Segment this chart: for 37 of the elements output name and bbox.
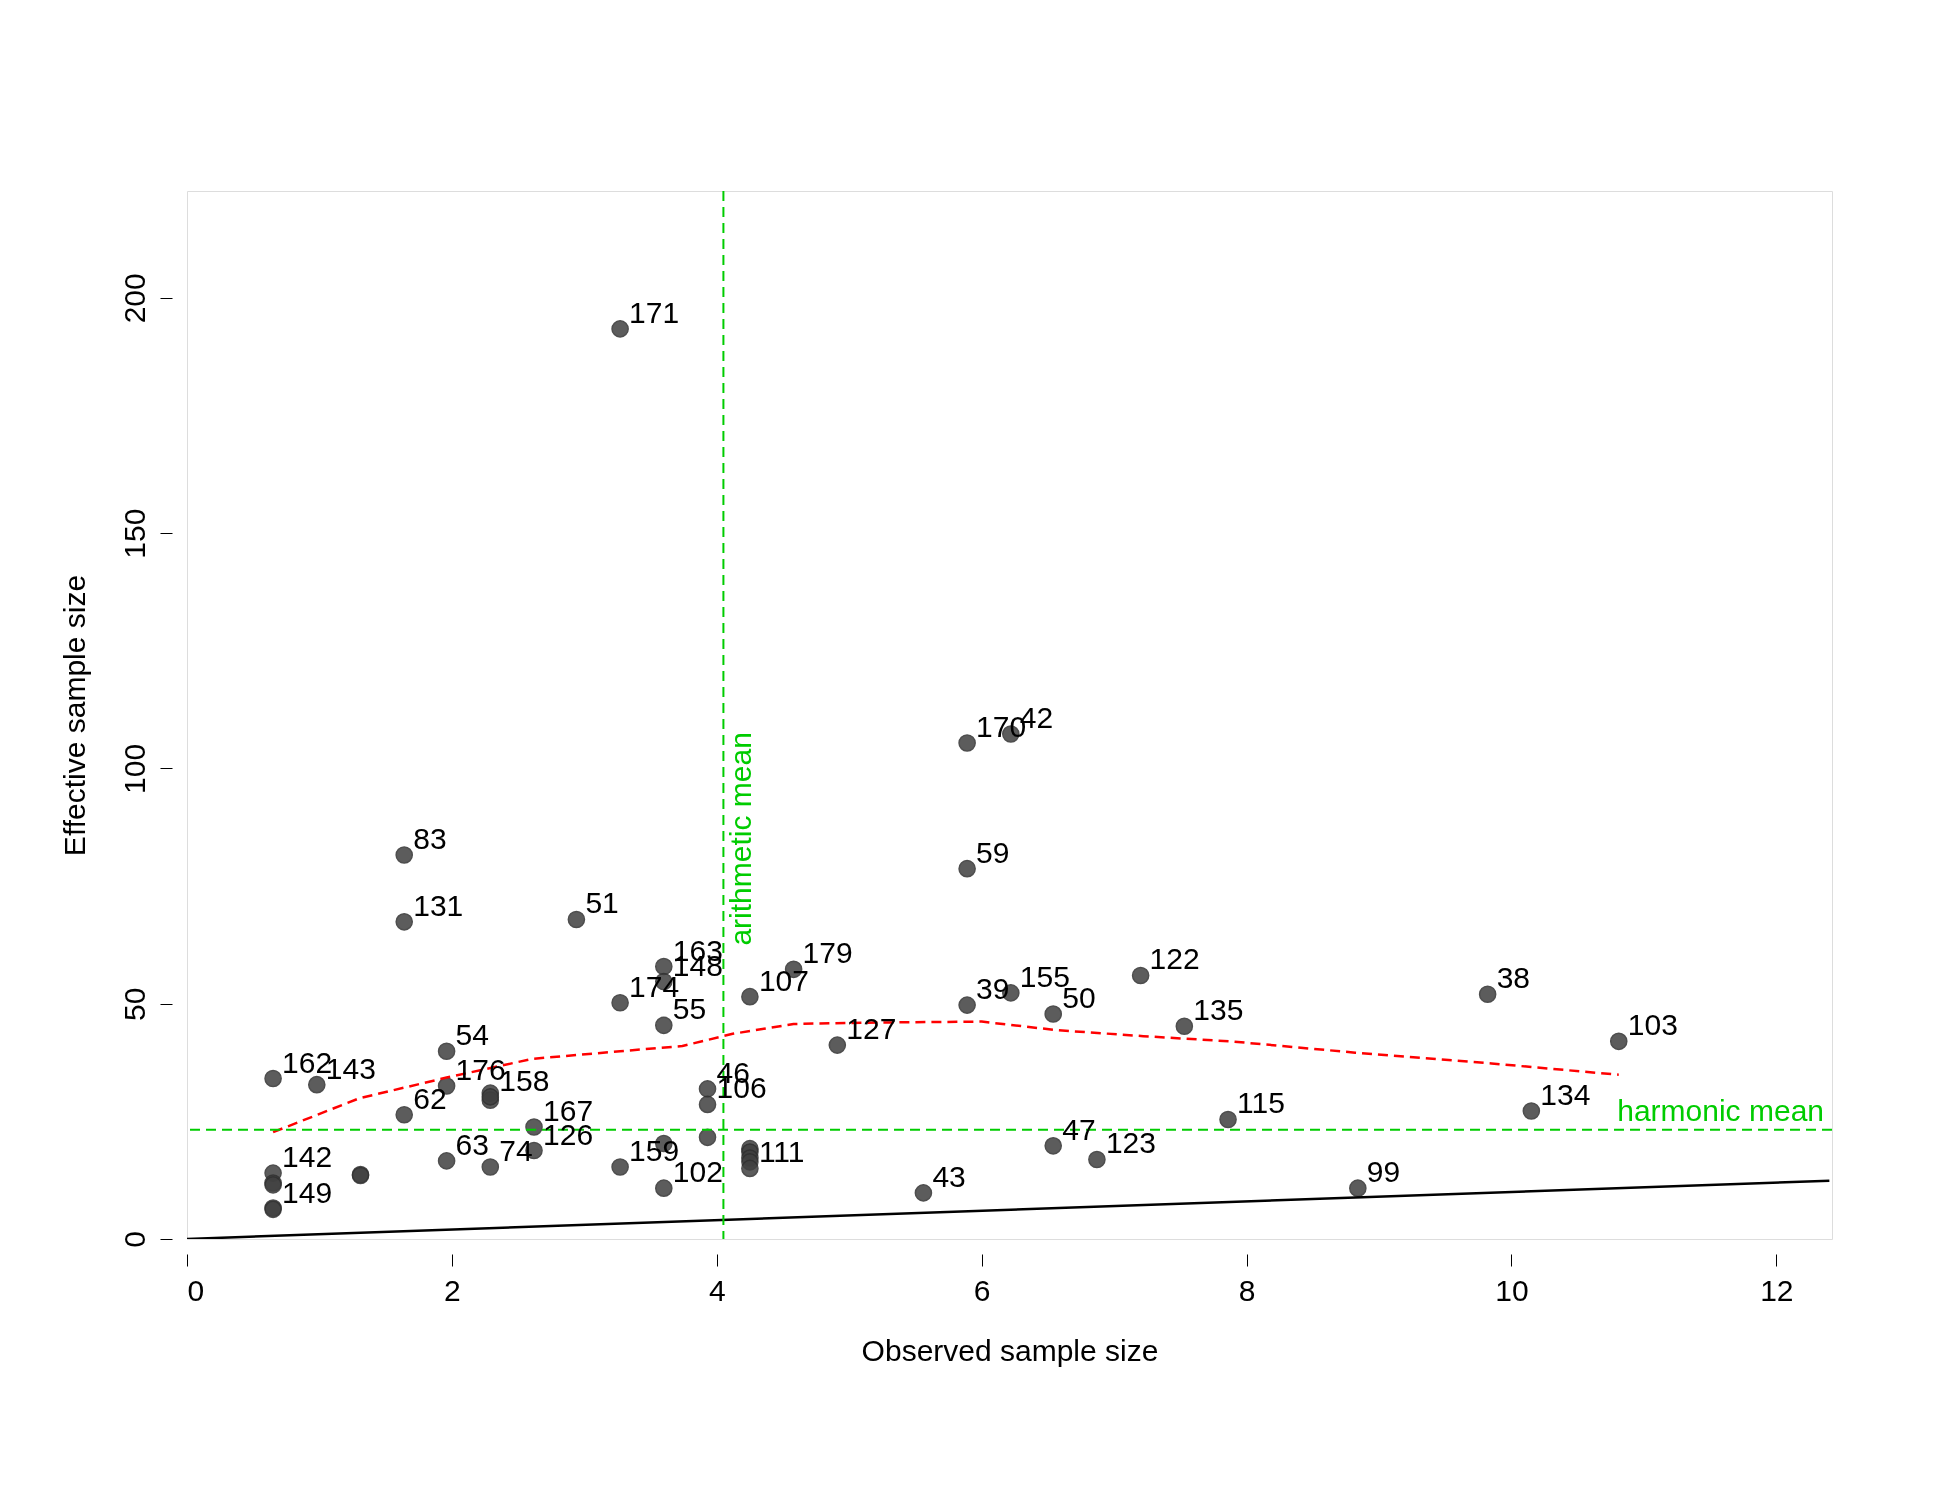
y-tick-label: 0 [117, 1231, 151, 1248]
annotation: 123 [1105, 1126, 1156, 1160]
annotation: 39 [976, 972, 1010, 1006]
annotation: 38 [1496, 961, 1531, 995]
x-tick-label: 8 [1238, 1273, 1256, 1307]
y-tick-label: 150 [117, 508, 151, 559]
annotation: 149 [282, 1176, 333, 1210]
annotation: 111 [758, 1135, 805, 1169]
annotation: 103 [1627, 1008, 1678, 1042]
x-tick-label: 10 [1495, 1273, 1529, 1307]
y-tick-label: 100 [117, 743, 151, 794]
annotation: 59 [976, 835, 1010, 869]
annotation: 43 [932, 1159, 966, 1193]
annotation: 122 [1149, 942, 1200, 976]
y-tick-label: 200 [117, 273, 151, 324]
x-tick-label: 12 [1760, 1273, 1794, 1307]
y-tick-label: 50 [117, 987, 151, 1021]
annotation: 171 [629, 295, 680, 329]
y-axis-title: Effective sample size [57, 574, 91, 857]
annotation: 83 [413, 822, 447, 855]
x-tick-label: 6 [973, 1273, 991, 1307]
annotation: 62 [413, 1081, 447, 1115]
annotation: 134 [1540, 1078, 1591, 1111]
ref-line-label: arithmetic mean [724, 732, 758, 946]
x-tick-label: 2 [444, 1273, 461, 1307]
annotation: 63 [455, 1127, 489, 1161]
annotation: 54 [455, 1018, 489, 1052]
x-tick-label: 0 [187, 1273, 205, 1307]
annotation: 51 [585, 886, 619, 920]
x-tick-label: 4 [708, 1273, 726, 1307]
annotation: 115 [1237, 1086, 1285, 1120]
annotation: 142 [282, 1140, 333, 1174]
annotation: 99 [1366, 1155, 1401, 1189]
annotation: 135 [1193, 993, 1244, 1027]
x-axis-title: Observed sample size [861, 1333, 1159, 1367]
annotation: 131 [413, 888, 464, 922]
ref-line-label: harmonic mean [1617, 1093, 1824, 1127]
